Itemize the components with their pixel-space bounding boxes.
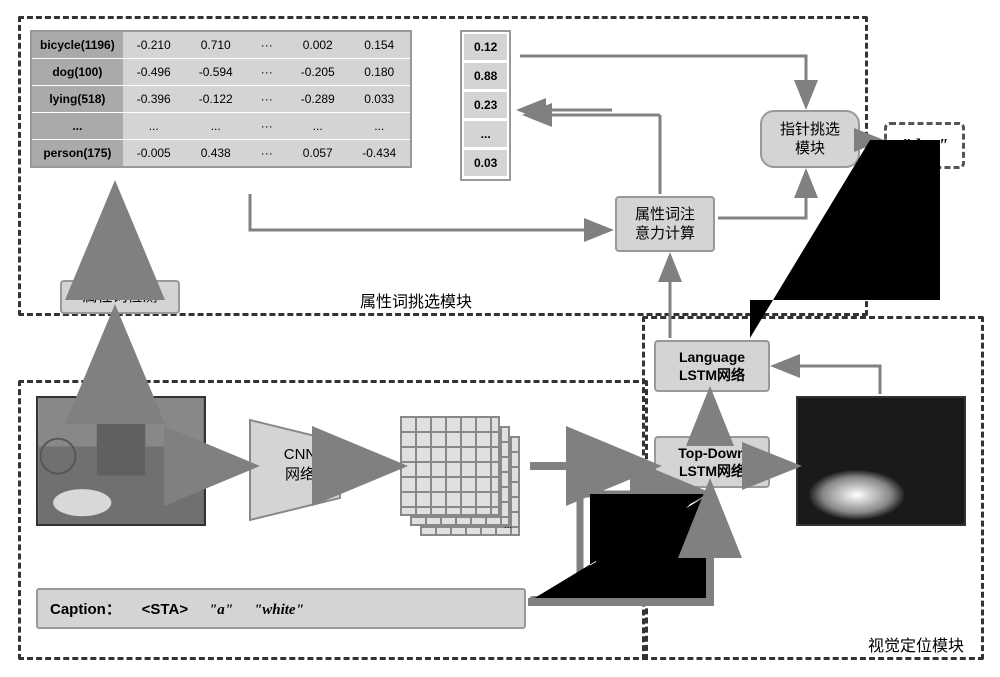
caption-token: "white" [254, 602, 304, 618]
caption-prefix: Caption： [50, 601, 121, 618]
table-row: lying(518)-0.396-0.122···-0.2890.033 [31, 86, 411, 113]
cnn-label-container: CNN 网络 [270, 446, 330, 484]
topdown-label1: Top-Down [678, 444, 745, 462]
output-text: "dog" [901, 135, 948, 155]
pointer-label2: 模块 [795, 139, 825, 159]
lang-lstm-label1: Language [679, 348, 745, 366]
language-lstm-block: Language LSTM网络 [654, 340, 770, 392]
visual-module-label: 视觉定位模块 [868, 632, 964, 656]
caption-token: "a" [209, 602, 233, 618]
output-box: "dog" [884, 122, 965, 169]
attn-cell: 0.03 [464, 150, 507, 177]
embedding-table: bicycle(1196)-0.2100.710···0.0020.154 do… [30, 30, 412, 168]
attr-detect-label: 属性词检测 [82, 287, 157, 307]
attr-attn-label1: 属性词注 [635, 205, 695, 225]
attention-heatmap [796, 396, 966, 526]
attr-attn-label2: 意力计算 [635, 224, 695, 244]
topdown-label2: LSTM网络 [679, 462, 745, 480]
table-row: person(175)-0.0050.438···0.057-0.434 [31, 140, 411, 168]
caption-box: Caption： <STA> "a" "white" [36, 588, 526, 629]
pointer-label1: 指针挑选 [780, 120, 840, 140]
attr-detect-block: 属性词检测 [60, 280, 180, 314]
attention-scores-col: 0.12 0.88 0.23 ... 0.03 [460, 30, 511, 181]
table-row: bicycle(1196)-0.2100.710···0.0020.154 [31, 31, 411, 59]
cnn-label2: 网络 [270, 463, 330, 484]
attn-cell: 0.23 [464, 92, 507, 119]
input-image [36, 396, 206, 526]
attn-cell: 0.12 [464, 34, 507, 61]
table-row: .........···...... [31, 113, 411, 140]
topdown-lstm-block: Top-Down LSTM网络 [654, 436, 770, 488]
caption-token: <STA> [142, 601, 188, 618]
cnn-label1: CNN [270, 446, 330, 463]
pointer-select-block: 指针挑选 模块 [760, 110, 860, 168]
attn-cell: 0.88 [464, 63, 507, 90]
attr-module-label: 属性词挑选模块 [360, 288, 472, 312]
attr-attention-block: 属性词注 意力计算 [615, 196, 715, 252]
attn-cell: ... [464, 121, 507, 148]
lang-lstm-label2: LSTM网络 [679, 366, 745, 384]
table-row: dog(100)-0.496-0.594···-0.2050.180 [31, 59, 411, 86]
